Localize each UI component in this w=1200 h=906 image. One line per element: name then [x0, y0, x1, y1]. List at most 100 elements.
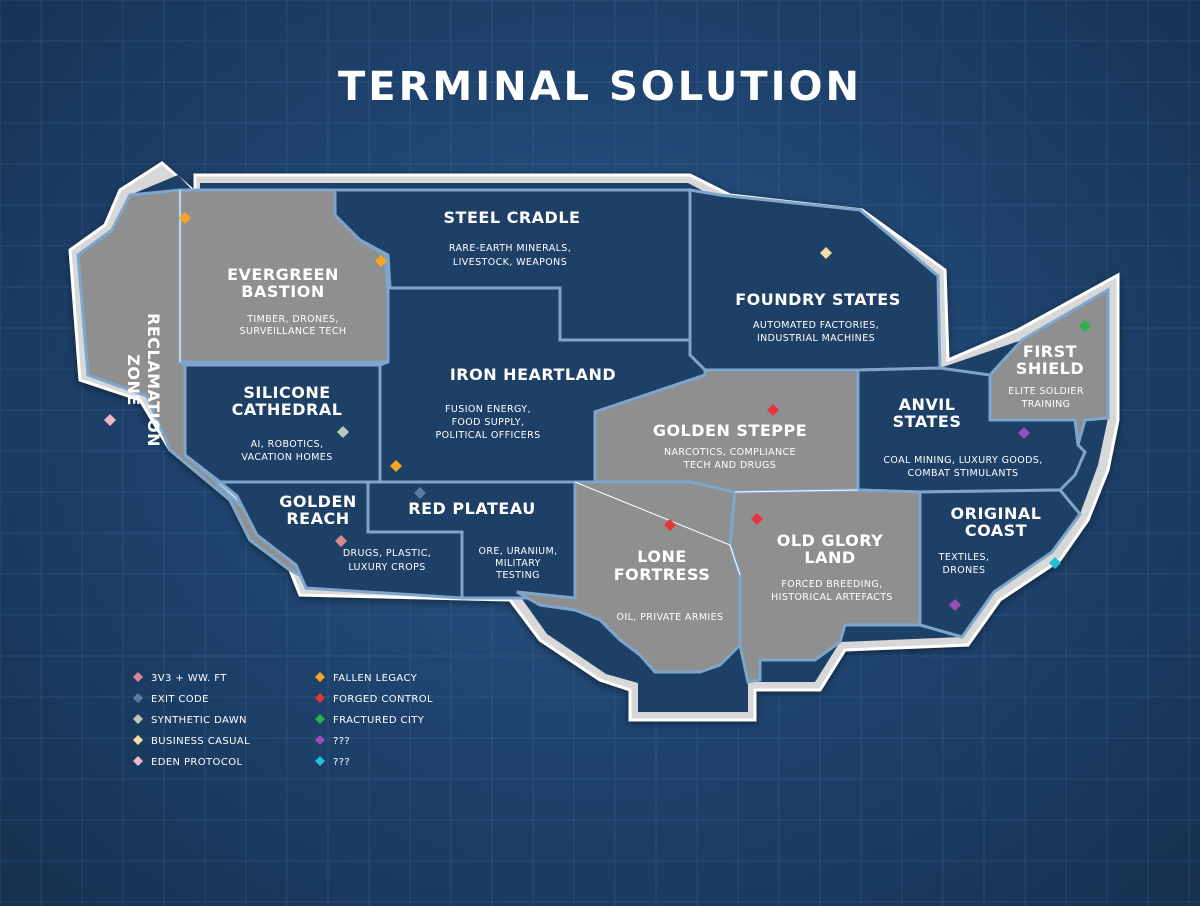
diamond-marker — [820, 247, 832, 259]
region-resources: HISTORICAL ARTEFACTS — [771, 592, 893, 603]
region-resources: SURVEILLANCE TECH — [240, 326, 347, 337]
region-original-coast[interactable] — [918, 488, 1082, 639]
label-red-plateau: RED PLATEAU ORE, URANIUM, MILITARY TESTI… — [408, 499, 557, 581]
region-name: ORIGINAL — [951, 504, 1042, 523]
label-anvil-states: ANVIL STATES COAL MINING, LUXURY GOODS, … — [883, 395, 1042, 479]
legend-diamond-icon — [133, 735, 143, 745]
region-resources: DRUGS, PLASTIC, — [343, 548, 431, 559]
faction-markers — [104, 212, 1091, 611]
region-resources: AUTOMATED FACTORIES, — [753, 320, 879, 331]
region-resources: AI, ROBOTICS, — [251, 439, 324, 450]
region-name: OLD GLORY — [777, 531, 884, 550]
legend-label: SYNTHETIC DAWN — [151, 715, 247, 726]
legend-item: EXIT CODE — [133, 693, 209, 705]
internal-divider — [574, 481, 741, 576]
legend-item: FORGED CONTROL — [315, 693, 433, 705]
region-resources: LUXURY CROPS — [348, 562, 425, 573]
label-old-glory-land: OLD GLORY LAND FORCED BREEDING, HISTORIC… — [771, 531, 893, 603]
region-resources: DRONES — [943, 565, 986, 576]
region-name: FORTRESS — [614, 565, 711, 584]
legend-item: FRACTURED CITY — [315, 714, 425, 726]
label-golden-reach: GOLDEN REACH DRUGS, PLASTIC, LUXURY CROP… — [279, 492, 431, 573]
region-resources: ELITE SOLDIER — [1008, 386, 1084, 397]
region-resources: FUSION ENERGY, — [445, 404, 531, 415]
region-resources: VACATION HOMES — [241, 452, 332, 463]
region-name: COAST — [965, 521, 1027, 540]
region-resources: TIMBER, DRONES, — [246, 314, 339, 325]
region-name: STATES — [893, 412, 962, 431]
region-resources: MILITARY — [495, 558, 541, 569]
label-original-coast: ORIGINAL COAST TEXTILES, DRONES — [938, 504, 1042, 576]
diamond-marker — [751, 513, 763, 525]
diamond-marker — [1079, 320, 1091, 332]
map-title: TERMINAL SOLUTION — [338, 64, 862, 110]
region-resources: RARE-EARTH MINERALS, — [449, 243, 571, 254]
legend-diamond-icon — [133, 714, 143, 724]
region-name: ZONE — [124, 354, 143, 406]
label-evergreen-bastion: EVERGREEN BASTION TIMBER, DRONES, SURVEI… — [227, 265, 346, 337]
label-first-shield: FIRST SHIELD ELITE SOLDIER TRAINING — [1008, 342, 1084, 410]
region-name: SILICONE — [243, 383, 330, 402]
diamond-marker — [414, 487, 426, 499]
region-name: STEEL CRADLE — [444, 208, 581, 227]
region-name: REACH — [286, 509, 349, 528]
label-iron-heartland: IRON HEARTLAND FUSION ENERGY, FOOD SUPPL… — [435, 365, 616, 441]
region-name: CATHEDRAL — [232, 400, 343, 419]
diamond-marker — [1049, 557, 1061, 569]
legend-label: FORGED CONTROL — [333, 694, 433, 705]
legend-item: ??? — [315, 735, 350, 747]
region-resources: ORE, URANIUM, — [478, 546, 557, 557]
region-labels: RECLAMATION ZONE EVERGREEN BASTION TIMBE… — [124, 208, 1084, 623]
region-resources: FORCED BREEDING, — [781, 579, 882, 590]
region-resources: POLITICAL OFFICERS — [435, 430, 540, 441]
legend-item: EDEN PROTOCOL — [133, 756, 242, 768]
faction-legend: 3V3 + WW. FT EXIT CODE SYNTHETIC DAWN BUSIN… — [133, 672, 433, 768]
legend-diamond-icon — [315, 756, 325, 766]
legend-label: FALLEN LEGACY — [333, 673, 418, 684]
region-name: SHIELD — [1016, 359, 1084, 378]
region-resources: COMBAT STIMULANTS — [908, 468, 1019, 479]
legend-item: BUSINESS CASUAL — [133, 735, 250, 747]
diamond-marker — [767, 404, 779, 416]
label-silicone-cathedral: SILICONE CATHEDRAL AI, ROBOTICS, VACATIO… — [232, 383, 343, 463]
label-reclamation-zone: RECLAMATION ZONE — [124, 313, 163, 447]
legend-label: ??? — [333, 736, 350, 747]
region-name: RED PLATEAU — [408, 499, 535, 518]
region-name: IRON HEARTLAND — [450, 365, 616, 384]
diamond-marker — [337, 426, 349, 438]
regions-layer — [76, 188, 1110, 684]
label-steel-cradle: STEEL CRADLE RARE-EARTH MINERALS, LIVEST… — [444, 208, 581, 268]
region-resources: TEXTILES, — [938, 552, 990, 563]
region-name: RECLAMATION — [144, 313, 163, 447]
diamond-marker — [949, 599, 961, 611]
label-foundry-states: FOUNDRY STATES AUTOMATED FACTORIES, INDU… — [735, 290, 901, 344]
diamond-marker — [179, 212, 191, 224]
region-name: GOLDEN — [279, 492, 357, 511]
label-lone-fortress: LONE FORTRESS OIL, PRIVATE ARMIES — [614, 547, 724, 623]
legend-diamond-icon — [133, 693, 143, 703]
legend-label: FRACTURED CITY — [333, 715, 425, 726]
diamond-marker — [664, 519, 676, 531]
diamond-marker — [335, 535, 347, 547]
region-resources: INDUSTRIAL MACHINES — [757, 333, 875, 344]
diamond-marker — [390, 460, 402, 472]
label-golden-steppe: GOLDEN STEPPE NARCOTICS, COMPLIANCE TECH… — [653, 421, 807, 471]
region-name: EVERGREEN — [227, 265, 339, 284]
region-name: FOUNDRY STATES — [735, 290, 901, 309]
legend-label: EDEN PROTOCOL — [151, 757, 242, 768]
region-resources: COAL MINING, LUXURY GOODS, — [883, 455, 1042, 466]
region-resources: OIL, PRIVATE ARMIES — [617, 612, 724, 623]
legend-item: SYNTHETIC DAWN — [133, 714, 247, 726]
legend-label: EXIT CODE — [151, 694, 209, 705]
region-name: LAND — [804, 548, 855, 567]
legend-label: 3V3 + WW. FT — [151, 673, 227, 684]
region-resources: TECH AND DRUGS — [683, 460, 776, 471]
legend-diamond-icon — [315, 693, 325, 703]
legend-item: ??? — [315, 756, 350, 768]
region-name: FIRST — [1023, 342, 1077, 361]
region-name: ANVIL — [899, 395, 956, 414]
diamond-marker — [104, 414, 116, 426]
legend-label: BUSINESS CASUAL — [151, 736, 250, 747]
legend-label: ??? — [333, 757, 350, 768]
